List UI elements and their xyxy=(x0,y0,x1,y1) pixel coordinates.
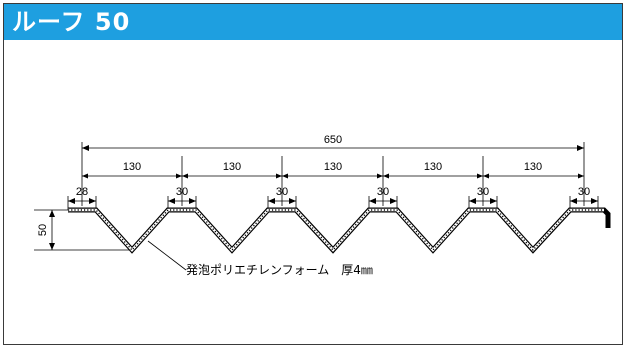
pitch-label-5: 130 xyxy=(524,161,542,173)
page-title: ルーフ 50 xyxy=(12,8,131,36)
overall-width-label: 650 xyxy=(324,134,342,146)
pitch-label-1: 130 xyxy=(123,161,141,173)
roof-profile xyxy=(68,207,611,254)
top-width-label-4: 30 xyxy=(377,186,389,198)
pitch-label-3: 130 xyxy=(324,161,342,173)
top-width-dimensions: 28 30 30 30 30 30 xyxy=(67,186,599,210)
pitch-label-2: 130 xyxy=(223,161,241,173)
top-width-label-1: 28 xyxy=(76,186,88,198)
diagram-frame: ルーフ 50 xyxy=(3,3,623,345)
top-width-label-6: 30 xyxy=(578,186,590,198)
title-bar: ルーフ 50 xyxy=(4,4,622,40)
foam-label: 発泡ポリエチレンフォーム 厚4㎜ xyxy=(186,263,373,277)
pitch-label-4: 130 xyxy=(424,161,442,173)
height-dimension: 50 xyxy=(34,209,132,251)
pitch-dimensions: 130 130 130 130 130 xyxy=(82,156,584,206)
overall-width-dimension: 650 xyxy=(81,134,585,206)
foam-annotation: 発泡ポリエチレンフォーム 厚4㎜ xyxy=(147,240,373,277)
height-label: 50 xyxy=(37,224,49,236)
top-width-label-3: 30 xyxy=(276,186,288,198)
top-width-label-2: 30 xyxy=(176,186,188,198)
top-width-label-5: 30 xyxy=(477,186,489,198)
